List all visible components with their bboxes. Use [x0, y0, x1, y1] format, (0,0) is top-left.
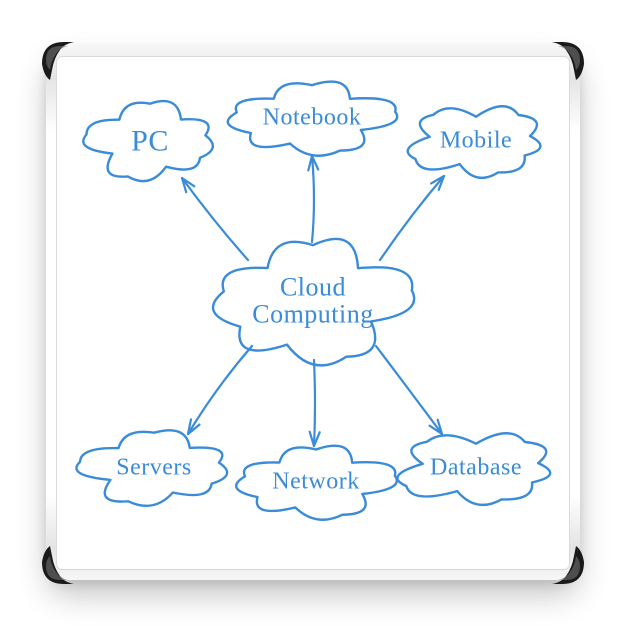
node-label-database: Database — [430, 455, 522, 480]
corner-clip-top-right — [542, 40, 586, 84]
corner-clip-bottom-left — [40, 542, 84, 586]
node-label-notebook: Notebook — [263, 105, 362, 130]
corner-clip-top-left — [40, 40, 84, 84]
node-label-servers: Servers — [116, 455, 191, 480]
node-label-network: Network — [272, 469, 359, 494]
node-label-pc: PC — [131, 125, 169, 157]
node-label-cloud: Cloud Computing — [252, 274, 374, 329]
node-label-mobile: Mobile — [440, 128, 512, 153]
stage: Cloud Computing PC Notebook Mobile Servers Ne… — [0, 0, 626, 626]
corner-clip-bottom-right — [542, 542, 586, 586]
